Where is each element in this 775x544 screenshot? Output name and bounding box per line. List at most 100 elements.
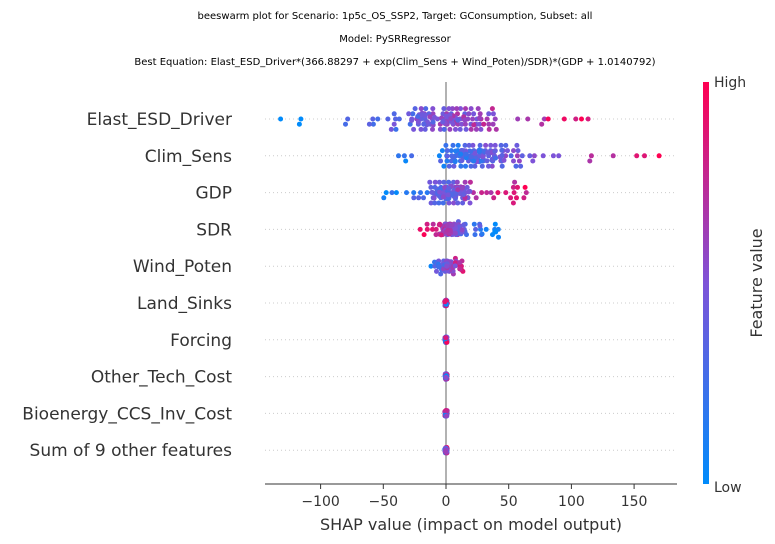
shap-dot — [443, 409, 449, 414]
shap-dot — [573, 116, 579, 122]
shap-dot — [370, 121, 376, 127]
shap-dot — [473, 126, 479, 132]
shap-dot — [515, 184, 520, 190]
shap-dot — [430, 226, 435, 232]
shap-dot — [429, 189, 435, 195]
shap-dot — [430, 126, 435, 132]
shap-dot — [512, 179, 518, 185]
shap-dot — [406, 111, 412, 117]
shap-dot — [516, 158, 522, 164]
shap-dot — [415, 119, 421, 125]
shap-dot — [424, 190, 430, 196]
shap-dot — [472, 232, 478, 238]
shap-dot — [438, 232, 444, 238]
shap-dot — [366, 121, 372, 127]
shap-dot — [472, 163, 478, 169]
shap-dot — [493, 155, 498, 161]
shap-dot — [455, 187, 461, 193]
shap-dot — [450, 154, 456, 160]
shap-dot — [479, 190, 485, 196]
shap-dot — [444, 263, 450, 269]
shap-dot — [493, 126, 499, 132]
shap-dot — [436, 222, 442, 228]
shap-dot — [492, 148, 498, 154]
feature-gridlines — [265, 118, 677, 451]
shap-dot — [427, 179, 433, 185]
shap-dot — [436, 264, 442, 270]
title-line-2: Model: PySRRegressor — [339, 34, 451, 45]
shap-dot — [527, 153, 533, 159]
shap-dot — [370, 116, 376, 122]
shap-dot — [345, 116, 351, 122]
shap-dot — [446, 185, 452, 191]
feature-label: GDP — [195, 184, 232, 204]
shap-dot — [467, 179, 473, 185]
shap-dot — [550, 153, 556, 159]
shap-dot — [444, 153, 450, 159]
shap-dot — [458, 163, 464, 169]
shap-dot — [466, 142, 472, 148]
shap-dot — [514, 195, 519, 201]
shap-dot — [475, 106, 481, 112]
shap-dot — [483, 226, 489, 232]
x-tick-label: 0 — [442, 494, 451, 510]
shap-dot — [441, 106, 447, 112]
shap-dot — [458, 106, 463, 112]
shap-dot — [454, 179, 460, 185]
shap-dot — [496, 234, 501, 240]
shap-dot — [452, 230, 458, 236]
shap-dot — [278, 116, 284, 122]
shap-dot — [455, 117, 461, 123]
feature-label: SDR — [196, 220, 232, 240]
shap-dot — [445, 227, 451, 233]
shap-dot — [401, 153, 407, 159]
shap-dot — [385, 116, 391, 122]
shap-dot — [448, 158, 454, 164]
shap-dot — [588, 153, 594, 159]
shap-dot — [486, 163, 491, 169]
shap-dot — [445, 192, 451, 198]
shap-dot — [443, 449, 449, 455]
shap-dot — [480, 154, 486, 160]
shap-dot — [415, 114, 421, 119]
shap-dot — [508, 153, 514, 159]
shap-dot — [460, 200, 466, 206]
shap-dot — [499, 152, 505, 158]
shap-dot — [514, 153, 520, 159]
shap-dot — [432, 179, 438, 185]
shap-dot — [436, 153, 442, 159]
shap-dot — [481, 148, 487, 154]
shap-dot — [511, 190, 517, 196]
shap-dot — [428, 200, 434, 206]
shap-dot — [634, 153, 640, 159]
feature-label: Bioenergy_CCS_Inv_Cost — [22, 404, 232, 424]
shap-dot — [488, 190, 494, 196]
shap-dot — [423, 106, 429, 112]
shap-dot — [492, 228, 498, 234]
shap-dot — [656, 153, 662, 159]
shap-dot — [381, 195, 387, 201]
shap-dot — [296, 121, 302, 127]
shap-dot — [410, 111, 416, 117]
shap-dot — [441, 126, 447, 132]
shap-dot — [490, 111, 496, 117]
shap-dot — [466, 189, 472, 195]
chart-title: beeswarm plot for Scenario: 1p5c_OS_SSP2… — [134, 11, 655, 68]
shap-dot — [491, 195, 497, 201]
shap-dot — [450, 121, 456, 126]
shap-dot — [446, 163, 452, 169]
shap-dot — [440, 119, 446, 125]
shap-dot — [579, 116, 584, 122]
shap-dot — [383, 190, 389, 196]
shap-dot — [479, 163, 485, 169]
shap-dot — [471, 111, 477, 117]
shap-dot — [419, 112, 425, 118]
shap-dot — [393, 190, 399, 196]
shap-dot — [499, 163, 505, 169]
shap-dot — [459, 121, 465, 127]
shap-dot — [453, 191, 459, 197]
shap-dot — [463, 151, 469, 157]
shap-dot — [411, 190, 417, 196]
shap-dot — [430, 106, 436, 112]
shap-dot — [492, 116, 498, 122]
